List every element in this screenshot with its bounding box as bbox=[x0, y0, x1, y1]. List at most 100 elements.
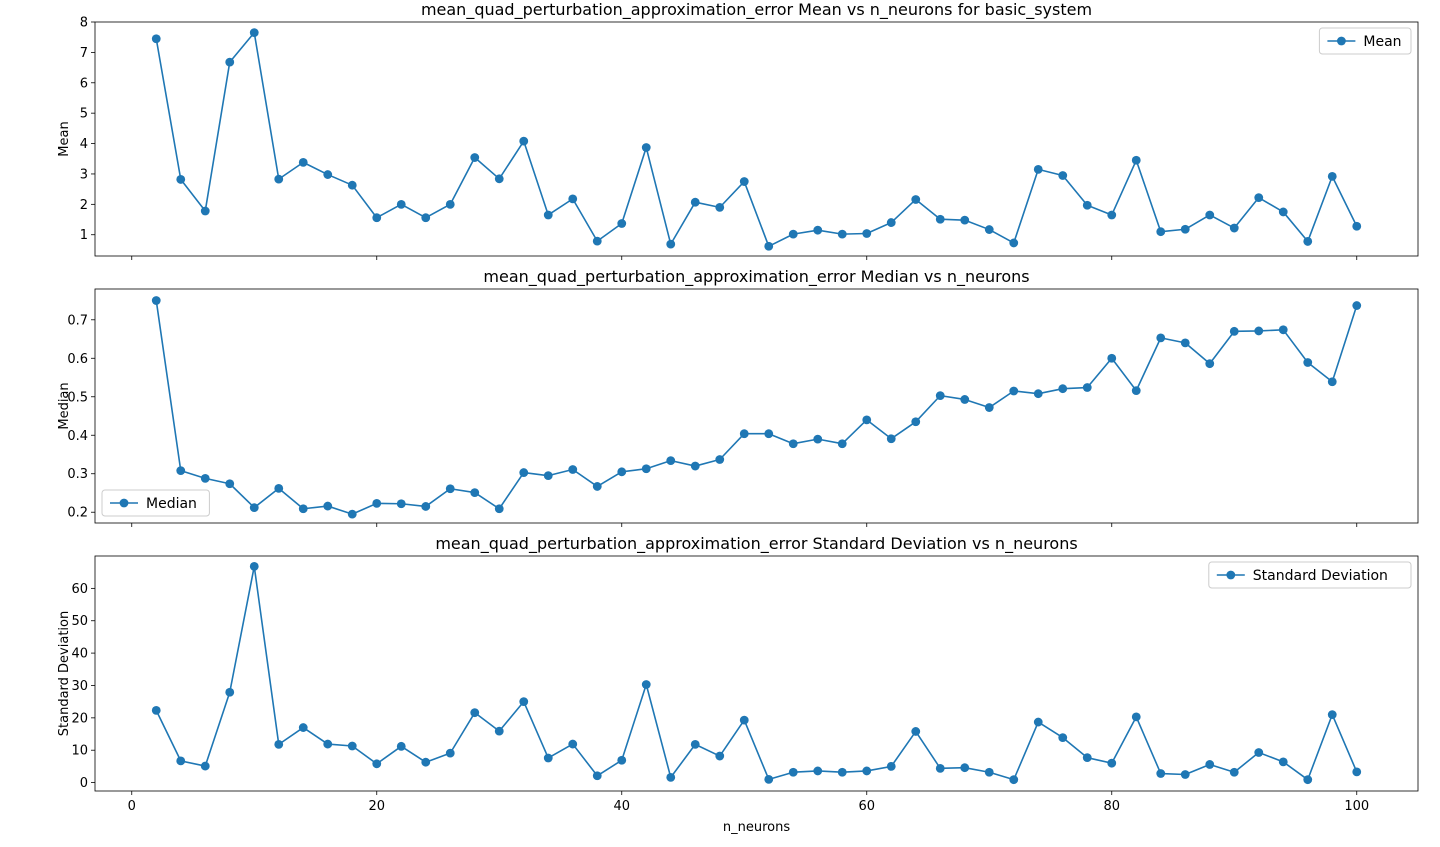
data-point bbox=[1278, 325, 1288, 335]
y-axis-label: Median bbox=[57, 382, 72, 429]
legend-box bbox=[1318, 27, 1412, 55]
data-point bbox=[249, 28, 259, 38]
subplot-1: mean_quad_perturbation_approximation_err… bbox=[57, 0, 1419, 260]
axes-frame bbox=[94, 288, 1419, 524]
data-point bbox=[1352, 221, 1362, 231]
series-line bbox=[155, 31, 1358, 248]
data-point bbox=[200, 206, 210, 216]
y-tick-label: 20 bbox=[71, 711, 88, 726]
data-point bbox=[396, 499, 406, 509]
data-point bbox=[1327, 710, 1337, 720]
data-point bbox=[617, 467, 627, 477]
data-point bbox=[960, 763, 970, 773]
data-point bbox=[225, 687, 235, 697]
data-point bbox=[470, 153, 480, 162]
data-point bbox=[421, 213, 431, 223]
legend-box bbox=[1208, 561, 1412, 589]
data-point bbox=[176, 756, 186, 766]
legend-marker bbox=[1337, 36, 1346, 46]
data-point bbox=[151, 296, 161, 305]
data-point bbox=[372, 759, 382, 769]
legend: Mean bbox=[1318, 27, 1412, 55]
data-point bbox=[445, 199, 455, 209]
x-tick-label: 20 bbox=[368, 799, 385, 814]
data-point bbox=[764, 774, 774, 784]
data-point bbox=[1205, 760, 1215, 769]
y-tick-label: 50 bbox=[71, 614, 88, 629]
data-point bbox=[911, 195, 921, 204]
data-point bbox=[347, 509, 357, 519]
data-point bbox=[690, 197, 700, 207]
data-point bbox=[225, 57, 235, 67]
data-point bbox=[151, 706, 161, 715]
data-point bbox=[641, 680, 651, 689]
y-tick-label: 0.5 bbox=[67, 390, 88, 405]
data-point bbox=[641, 143, 651, 152]
data-point bbox=[1107, 210, 1117, 220]
data-point bbox=[617, 219, 627, 228]
chart-title: mean_quad_perturbation_approximation_err… bbox=[483, 267, 1029, 287]
data-point bbox=[1058, 171, 1068, 180]
data-point bbox=[813, 225, 823, 235]
data-point bbox=[396, 199, 406, 209]
data-point bbox=[421, 757, 431, 767]
data-point bbox=[690, 739, 700, 749]
data-point bbox=[1058, 384, 1068, 394]
data-point bbox=[1303, 775, 1313, 785]
data-point bbox=[1033, 389, 1043, 399]
data-point bbox=[176, 175, 186, 184]
y-tick-label: 10 bbox=[71, 744, 88, 759]
data-point bbox=[1352, 301, 1362, 310]
y-tick-label: 0.3 bbox=[67, 467, 88, 482]
data-point bbox=[1254, 193, 1264, 203]
data-point bbox=[666, 239, 676, 249]
data-point bbox=[445, 748, 455, 758]
x-tick-label: 80 bbox=[1103, 799, 1120, 814]
data-point bbox=[1009, 238, 1019, 248]
data-point bbox=[519, 468, 529, 477]
y-tick-label: 7 bbox=[80, 46, 88, 61]
data-point bbox=[274, 483, 284, 493]
axes-frame bbox=[94, 555, 1419, 792]
data-point bbox=[1131, 155, 1141, 165]
data-point bbox=[274, 174, 284, 184]
x-tick-label: 60 bbox=[858, 799, 875, 814]
data-point bbox=[543, 471, 553, 481]
y-tick-label: 3 bbox=[80, 167, 88, 182]
data-point bbox=[788, 767, 798, 777]
data-point bbox=[396, 741, 406, 751]
data-point bbox=[1156, 227, 1166, 237]
data-point bbox=[764, 429, 774, 439]
data-point bbox=[715, 455, 725, 464]
data-point bbox=[1229, 326, 1239, 336]
data-point bbox=[543, 210, 553, 220]
data-point bbox=[176, 466, 186, 476]
y-tick-label: 0.2 bbox=[67, 506, 88, 521]
data-point bbox=[862, 229, 872, 238]
data-point bbox=[617, 755, 627, 765]
data-point bbox=[666, 456, 676, 466]
data-point bbox=[151, 34, 161, 44]
data-point bbox=[788, 229, 798, 239]
data-point bbox=[960, 215, 970, 225]
data-point bbox=[1156, 769, 1166, 778]
data-point bbox=[298, 723, 308, 732]
data-point bbox=[935, 763, 945, 773]
data-point bbox=[862, 415, 872, 425]
data-point bbox=[690, 461, 700, 471]
y-axis-label: Standard Deviation bbox=[57, 611, 72, 736]
y-tick-label: 2 bbox=[80, 198, 88, 213]
data-point bbox=[1278, 757, 1288, 767]
x-axis-label: n_neurons bbox=[723, 820, 790, 835]
y-tick-label: 1 bbox=[80, 228, 88, 243]
data-point bbox=[1254, 326, 1264, 336]
y-tick-label: 5 bbox=[80, 107, 88, 122]
data-point bbox=[813, 434, 823, 444]
data-point bbox=[764, 241, 774, 251]
data-point bbox=[911, 417, 921, 427]
data-point bbox=[470, 488, 480, 497]
data-point bbox=[788, 439, 798, 449]
x-tick-label: 100 bbox=[1344, 799, 1369, 814]
data-point bbox=[494, 174, 504, 184]
